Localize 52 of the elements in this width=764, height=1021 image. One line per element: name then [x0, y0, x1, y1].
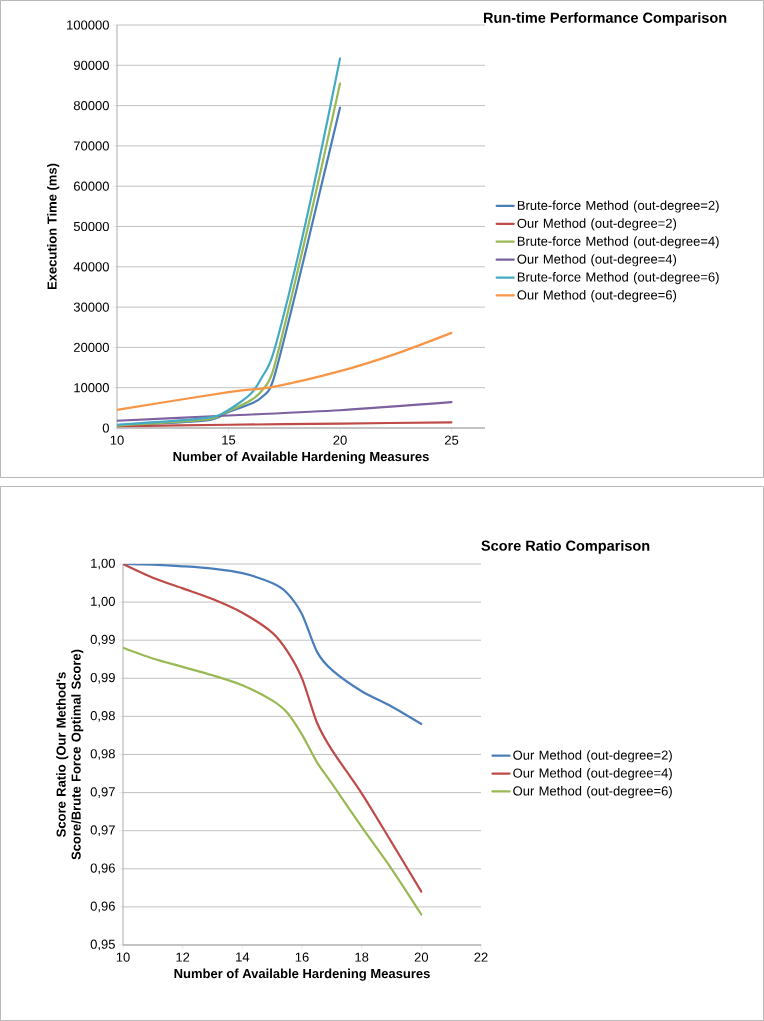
- y-tick-label: 50000: [73, 221, 109, 232]
- x-tick-label: 15: [222, 435, 236, 445]
- legend-label: Our Method (out-degree=4): [513, 768, 672, 781]
- y-tick-label: 20000: [73, 342, 109, 352]
- y-tick-label: 0,96: [90, 863, 115, 875]
- y-tick-label: 0: [102, 423, 109, 433]
- x-axis-title: Number of Available Hardening Measures: [173, 451, 429, 464]
- y-tick-label: 80000: [73, 100, 109, 111]
- legend-label: Our Method (out-degree=6): [513, 786, 672, 799]
- x-tick-label: 12: [176, 952, 190, 962]
- y-tick-label: 1,00: [91, 558, 115, 570]
- y-axis-title: Execution Time (ms): [47, 163, 60, 290]
- x-tick-label: 22: [474, 952, 488, 962]
- x-tick-label: 16: [295, 952, 309, 962]
- line-series: [117, 331, 453, 411]
- y-tick-label: 30000: [73, 302, 109, 312]
- y-tick-label: 70000: [73, 141, 109, 151]
- x-axis-title: Number of Available Hardening Measures: [174, 968, 430, 981]
- text: Run-time Performance Comparison: [483, 12, 727, 26]
- x-tick-label: 20: [333, 435, 347, 445]
- x-tick-label: 20: [414, 952, 429, 962]
- legend-label: Brute-force Method (out-degree=4): [517, 236, 719, 249]
- y-tick-label: 0,99: [90, 672, 115, 684]
- x-tick-label: 14: [236, 952, 250, 962]
- legend-label: Our Method (out-degree=2): [517, 218, 677, 231]
- line-series: [123, 564, 423, 893]
- y-tick-label: 60000: [73, 181, 109, 191]
- line-series: [123, 646, 423, 916]
- x-tick-label: 18: [355, 952, 369, 962]
- legend-label: Brute-force Method (out-degree=2): [517, 200, 719, 213]
- legend-label: Our Method (out-degree=4): [517, 254, 677, 267]
- x-tick-label: 10: [110, 435, 124, 445]
- text: Score Ratio Comparison: [481, 540, 650, 554]
- y-axis-title: Score Ratio (Our Method's Score/Brute Force Optimal Score): [56, 649, 84, 860]
- y-tick-label: 0,99: [90, 634, 115, 646]
- y-tick-label: 0,98: [90, 711, 115, 722]
- legend-label: Brute-force Method (out-degree=6): [517, 272, 719, 285]
- y-tick-label: 0,97: [90, 825, 115, 837]
- x-tick-label: 25: [444, 435, 459, 445]
- legend-label: Our Method (out-degree=2): [513, 750, 672, 763]
- y-tick-label: 0,96: [90, 901, 115, 913]
- y-tick-label: 10000: [74, 383, 109, 393]
- y-tick-label: 40000: [73, 262, 109, 272]
- line-series: [117, 401, 453, 422]
- y-tick-label: 0,98: [90, 749, 115, 760]
- y-tick-label: 1,00: [91, 596, 115, 608]
- y-tick-label: 100000: [67, 20, 109, 30]
- legend-label: Our Method (out-degree=6): [517, 290, 677, 303]
- y-tick-label: 90000: [73, 60, 109, 70]
- y-tick-label: 0,95: [90, 939, 115, 951]
- y-tick-label: 0,97: [90, 787, 115, 798]
- x-tick-label: 10: [116, 952, 130, 962]
